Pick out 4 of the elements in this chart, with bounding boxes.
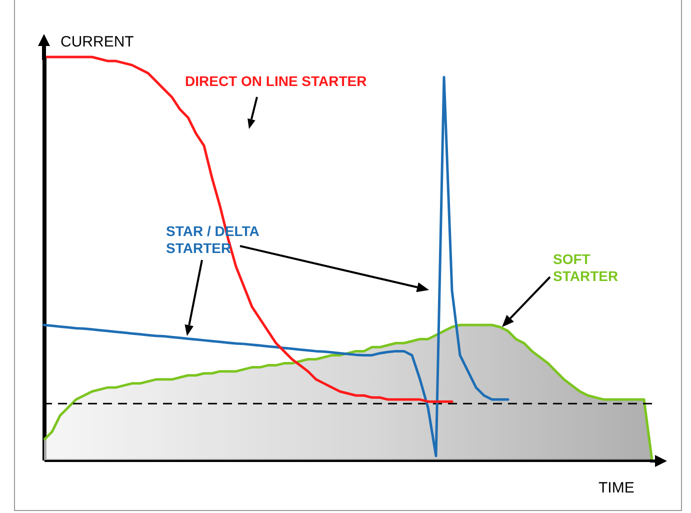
series-label: DIRECT ON LINE STARTER [185,73,367,89]
y-axis-title: CURRENT [60,34,134,50]
text: SOFT STARTER [553,251,618,284]
x-axis-title: TIME [598,480,634,496]
